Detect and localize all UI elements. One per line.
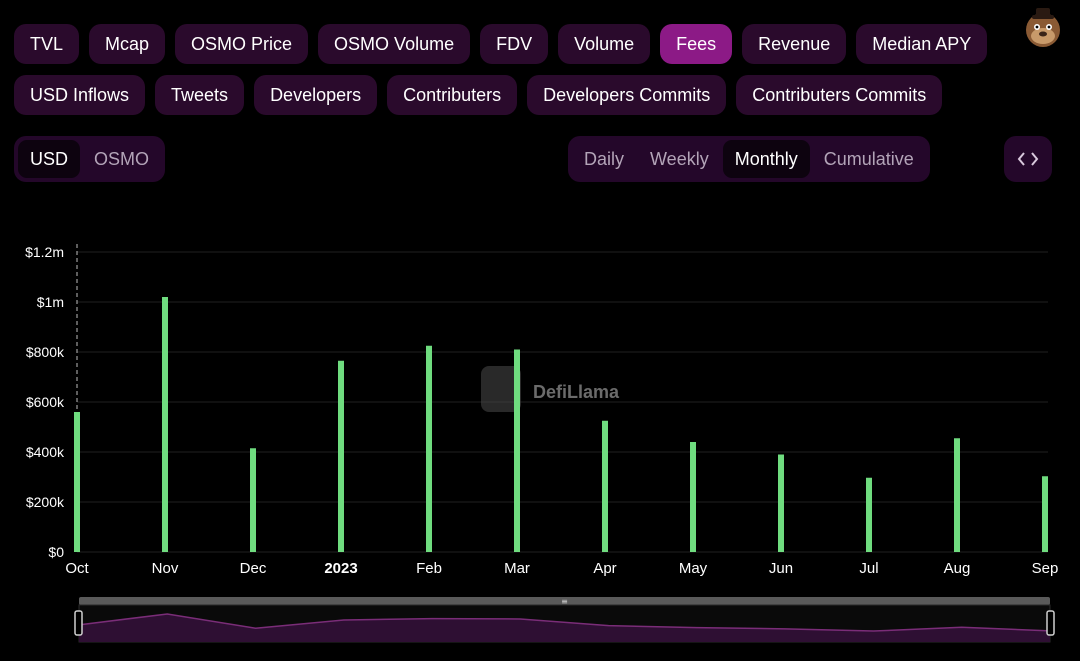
y-tick-label: $1m [37, 294, 64, 310]
x-tick-label: Sep [1032, 560, 1059, 577]
bar-dec [250, 448, 256, 552]
watermark-logo-icon [481, 366, 521, 412]
metric-tabs-row-2: USD Inflows Tweets Developers Contributers D… [14, 75, 943, 115]
y-tick-label: $200k [26, 494, 65, 510]
brush-handle-right[interactable] [1046, 610, 1055, 636]
brush-area [79, 614, 1050, 642]
denomination-option-usd[interactable]: USD [18, 140, 81, 178]
tab-volume[interactable]: Volume [558, 24, 651, 64]
tab-mcap[interactable]: Mcap [89, 24, 166, 64]
tab-developers[interactable]: Developers [254, 75, 378, 115]
brush-track [79, 597, 1050, 605]
denomination-option-osmo[interactable]: OSMO [94, 148, 150, 169]
bar-jun [778, 454, 784, 552]
period-toggle: Daily Weekly Monthly Cumulative [568, 136, 930, 182]
bar-feb [426, 345, 432, 552]
x-tick-label: Mar [504, 560, 530, 577]
tab-contributers[interactable]: Contributers [387, 75, 518, 115]
x-tick-label: May [679, 560, 708, 577]
bar-mar [514, 349, 520, 552]
metric-tabs-row-1: TVL Mcap OSMO Price OSMO Volume FDV Volume Fee… [14, 24, 988, 64]
x-tick-label: Jun [769, 560, 793, 577]
tab-fees[interactable]: Fees [660, 24, 733, 64]
period-option-daily[interactable]: Daily [584, 148, 625, 169]
bar-nov [162, 297, 168, 552]
tab-tvl[interactable]: TVL [14, 24, 80, 64]
period-option-monthly[interactable]: Monthly [722, 140, 810, 178]
tab-fdv[interactable]: FDV [480, 24, 549, 64]
tab-revenue[interactable]: Revenue [742, 24, 847, 64]
y-tick-label: $600k [26, 394, 65, 410]
bar-may [690, 442, 696, 552]
y-tick-label: $800k [26, 344, 65, 360]
user-avatar-icon[interactable] [1020, 4, 1066, 50]
x-tick-label: 2023 [324, 560, 357, 577]
tab-developers-commits[interactable]: Developers Commits [527, 75, 727, 115]
brush-handle-left[interactable] [74, 610, 83, 636]
x-tick-label: Dec [240, 560, 267, 577]
bar-sep [1042, 476, 1048, 552]
x-tick-label: Jul [859, 560, 878, 577]
tab-contributers-commits[interactable]: Contributers Commits [736, 75, 943, 115]
x-tick-label: Apr [593, 560, 616, 577]
denomination-toggle: USD OSMO [14, 136, 166, 182]
tab-usd-inflows[interactable]: USD Inflows [14, 75, 146, 115]
bar-aug [954, 438, 960, 552]
tab-tweets[interactable]: Tweets [155, 75, 245, 115]
x-tick-label: Feb [416, 560, 442, 577]
embed-button[interactable] [1004, 136, 1052, 182]
bar-2023 [338, 360, 344, 552]
bar-apr [602, 420, 608, 552]
bar-jul [866, 477, 872, 552]
x-tick-label: Oct [65, 560, 89, 577]
x-tick-label: Nov [152, 560, 179, 577]
bar-oct [74, 412, 80, 552]
brush-drag-handle[interactable]: ≡ [561, 597, 568, 606]
tab-median-apy[interactable]: Median APY [856, 24, 988, 64]
tab-osmo-price[interactable]: OSMO Price [175, 24, 309, 64]
y-tick-label: $1.2m [25, 244, 64, 260]
y-tick-label: $0 [48, 544, 64, 560]
watermark-text: DefiLlama [533, 382, 620, 402]
period-option-cumulative[interactable]: Cumulative [823, 148, 914, 169]
x-tick-label: Aug [944, 560, 971, 577]
tab-osmo-volume[interactable]: OSMO Volume [318, 24, 471, 64]
brush-line [78, 613, 1051, 632]
period-option-weekly[interactable]: Weekly [650, 148, 709, 169]
code-brackets-icon [1017, 152, 1039, 166]
y-tick-label: $400k [26, 444, 65, 460]
